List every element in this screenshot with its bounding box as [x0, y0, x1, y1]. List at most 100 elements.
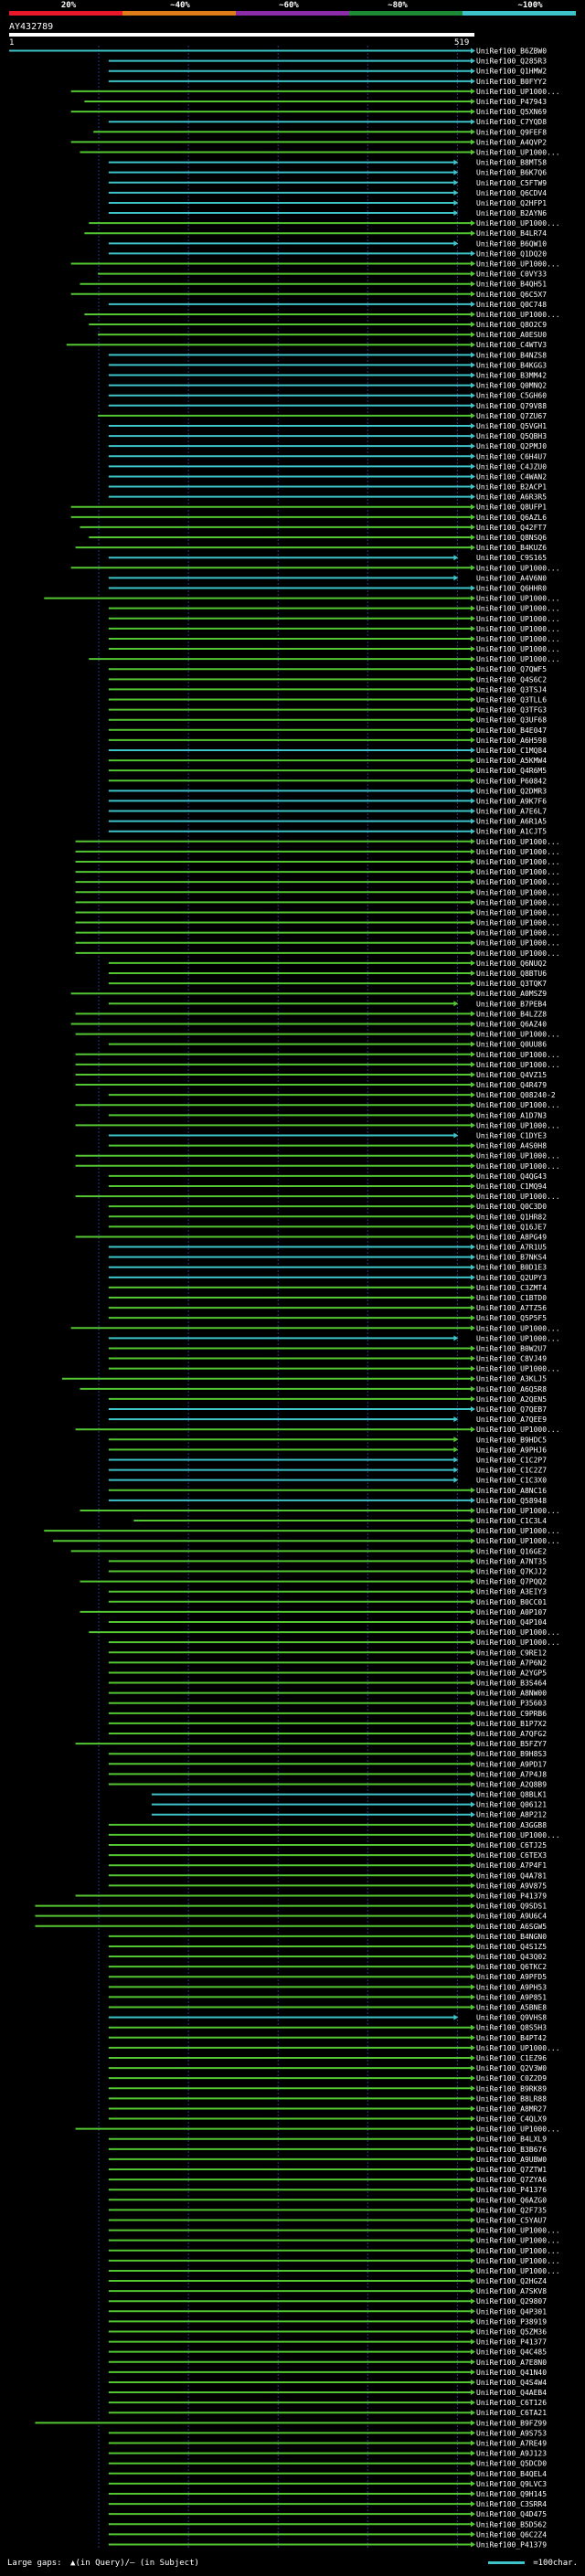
hit-label[interactable]: UniRef100_C6H4U7 — [476, 452, 547, 461]
hit-label[interactable]: UniRef100_UP1000... — [476, 1031, 560, 1039]
hit-label[interactable]: UniRef100_Q8S5H3 — [476, 2024, 547, 2032]
hit-label[interactable]: UniRef100_A9PHJ6 — [476, 1446, 547, 1454]
hit-label[interactable]: UniRef100_C5YAU7 — [476, 2216, 547, 2224]
hit-label[interactable]: UniRef100_Q6AZG0 — [476, 2196, 547, 2204]
hit-label[interactable]: UniRef100_Q9VHS8 — [476, 2014, 547, 2022]
hit-label[interactable]: UniRef100_A1CJT5 — [476, 828, 547, 836]
hit-label[interactable]: UniRef100_Q5QBH3 — [476, 432, 547, 440]
hit-label[interactable]: UniRef100_C3SRR4 — [476, 2500, 547, 2508]
hit-label[interactable]: UniRef100_UP1000... — [476, 1334, 560, 1342]
hit-label[interactable]: UniRef100_A9PH53 — [476, 1983, 547, 1991]
hit-label[interactable]: UniRef100_B4KUZ6 — [476, 544, 547, 552]
hit-label[interactable]: UniRef100_B2ACP1 — [476, 483, 547, 492]
hit-label[interactable]: UniRef100_UP1000... — [476, 595, 560, 603]
hit-label[interactable]: UniRef100_A7RE49 — [476, 2440, 547, 2448]
hit-label[interactable]: UniRef100_A5KMW4 — [476, 757, 547, 765]
hit-label[interactable]: UniRef100_UP1000... — [476, 605, 560, 613]
hit-label[interactable]: UniRef100_A7E8N0 — [476, 2359, 547, 2367]
hit-label[interactable]: UniRef100_C9PRB6 — [476, 1710, 547, 1718]
hit-label[interactable]: UniRef100_C0VY33 — [476, 270, 547, 279]
hit-label[interactable]: UniRef100_Q3TSJ4 — [476, 685, 547, 694]
hit-label[interactable]: UniRef100_B3MM42 — [476, 372, 547, 380]
hit-label[interactable]: UniRef100_Q4P301 — [476, 2307, 547, 2316]
hit-label[interactable]: UniRef100_B7PEB4 — [476, 1000, 547, 1008]
hit-label[interactable]: UniRef100_Q4QG43 — [476, 1172, 547, 1181]
hit-label[interactable]: UniRef100_P41379 — [476, 1892, 547, 1900]
hit-label[interactable]: UniRef100_UP1000... — [476, 838, 560, 846]
hit-label[interactable]: UniRef100_UP1000... — [476, 655, 560, 663]
hit-label[interactable]: UniRef100_UP1000... — [476, 148, 560, 156]
hit-label[interactable]: UniRef100_Q4VZ15 — [476, 1071, 547, 1079]
hit-label[interactable]: UniRef100_B4QH51 — [476, 281, 547, 289]
hit-label[interactable]: UniRef100_UP1000... — [476, 2247, 560, 2255]
hit-label[interactable]: UniRef100_B3B676 — [476, 2146, 547, 2154]
hit-label[interactable]: UniRef100_Q3UF68 — [476, 716, 547, 725]
hit-label[interactable]: UniRef100_UP1000... — [476, 625, 560, 633]
hit-label[interactable]: UniRef100_Q1HR82 — [476, 1213, 547, 1221]
hit-label[interactable]: UniRef100_A7SKV8 — [476, 2287, 547, 2295]
hit-label[interactable]: UniRef100_Q5P5F5 — [476, 1314, 547, 1322]
hit-label[interactable]: UniRef100_Q0UU86 — [476, 1041, 547, 1049]
hit-label[interactable]: UniRef100_UP1000... — [476, 88, 560, 96]
hit-label[interactable]: UniRef100_Q4R6M5 — [476, 767, 547, 775]
hit-label[interactable]: UniRef100_A8NW00 — [476, 1690, 547, 1698]
hit-label[interactable]: UniRef100_B0FYY2 — [476, 78, 547, 86]
hit-label[interactable]: UniRef100_Q6HHR0 — [476, 584, 547, 592]
hit-label[interactable]: UniRef100_A7TZ56 — [476, 1304, 547, 1312]
hit-label[interactable]: UniRef100_UP1000... — [476, 2257, 560, 2265]
hit-label[interactable]: UniRef100_UP1000... — [476, 908, 560, 917]
hit-label[interactable]: UniRef100_B4LR74 — [476, 229, 547, 238]
hit-label[interactable]: UniRef100_Q8UFP1 — [476, 504, 547, 512]
hit-label[interactable]: UniRef100_Q7ZU67 — [476, 412, 547, 420]
hit-label[interactable]: UniRef100_UP1000... — [476, 635, 560, 643]
hit-label[interactable]: UniRef100_UP1000... — [476, 2125, 560, 2134]
hit-label[interactable]: UniRef100_Q6C5X7 — [476, 291, 547, 299]
hit-label[interactable]: UniRef100_C1MQ94 — [476, 1182, 547, 1191]
hit-label[interactable]: UniRef100_Q8BTU6 — [476, 970, 547, 978]
hit-label[interactable]: UniRef100_Q0C3D0 — [476, 1203, 547, 1211]
hit-label[interactable]: UniRef100_P47943 — [476, 98, 547, 106]
hit-label[interactable]: UniRef100_UP1000... — [476, 2237, 560, 2245]
hit-label[interactable]: UniRef100_Q41N40 — [476, 2369, 547, 2377]
hit-label[interactable]: UniRef100_Q29807 — [476, 2297, 547, 2306]
hit-label[interactable]: UniRef100_A0P107 — [476, 1608, 547, 1617]
hit-label[interactable]: UniRef100_Q8O2C9 — [476, 321, 547, 329]
hit-label[interactable]: UniRef100_B4NZS8 — [476, 351, 547, 359]
hit-label[interactable]: UniRef100_B0CC01 — [476, 1598, 547, 1606]
hit-label[interactable]: UniRef100_A6H598 — [476, 737, 547, 745]
hit-label[interactable]: UniRef100_A9V875 — [476, 1882, 547, 1890]
hit-label[interactable]: UniRef100_C1C3L4 — [476, 1517, 547, 1525]
hit-label[interactable]: UniRef100_C4QLX9 — [476, 2115, 547, 2124]
hit-label[interactable]: UniRef100_Q2F735 — [476, 2206, 547, 2214]
hit-label[interactable]: UniRef100_A9UBW0 — [476, 2156, 547, 2164]
hit-label[interactable]: UniRef100_Q6CDV4 — [476, 189, 547, 197]
hit-label[interactable]: UniRef100_UP1000... — [476, 898, 560, 906]
hit-label[interactable]: UniRef100_UP1000... — [476, 1051, 560, 1059]
hit-label[interactable]: UniRef100_UP1000... — [476, 1527, 560, 1535]
hit-label[interactable]: UniRef100_Q4S6C2 — [476, 675, 547, 684]
hit-label[interactable]: UniRef100_C6TJ25 — [476, 1841, 547, 1850]
hit-label[interactable]: UniRef100_UP1000... — [476, 939, 560, 948]
hit-label[interactable]: UniRef100_UP1000... — [476, 848, 560, 856]
hit-label[interactable]: UniRef100_C6TA21 — [476, 2409, 547, 2417]
hit-label[interactable]: UniRef100_B8LR88 — [476, 2094, 547, 2103]
hit-label[interactable]: UniRef100_B7NKS4 — [476, 1254, 547, 1262]
hit-label[interactable]: UniRef100_C1DYE3 — [476, 1132, 547, 1140]
hit-label[interactable]: UniRef100_UP1000... — [476, 1507, 560, 1515]
hit-label[interactable]: UniRef100_A9P851 — [476, 1993, 547, 2001]
hit-label[interactable]: UniRef100_A0MSZ9 — [476, 990, 547, 998]
hit-label[interactable]: UniRef100_A7QFG2 — [476, 1730, 547, 1738]
hit-label[interactable]: UniRef100_Q7QEB7 — [476, 1405, 547, 1414]
hit-label[interactable]: UniRef100_Q2DMR3 — [476, 787, 547, 795]
hit-label[interactable]: UniRef100_B4E047 — [476, 726, 547, 735]
hit-label[interactable]: UniRef100_Q3TQK7 — [476, 980, 547, 988]
hit-label[interactable]: UniRef100_B8MT58 — [476, 159, 547, 167]
hit-label[interactable]: UniRef100_B6K7Q6 — [476, 169, 547, 177]
hit-label[interactable]: UniRef100_A2YGP5 — [476, 1669, 547, 1677]
hit-label[interactable]: UniRef100_B3S464 — [476, 1680, 547, 1688]
hit-label[interactable]: UniRef100_UP1000... — [476, 564, 560, 572]
hit-label[interactable]: UniRef100_A9PFD5 — [476, 1973, 547, 1981]
hit-label[interactable]: UniRef100_C8VJ49 — [476, 1355, 547, 1363]
hit-label[interactable]: UniRef100_B4LZZ8 — [476, 1010, 547, 1018]
hit-label[interactable]: UniRef100_A7E6L7 — [476, 808, 547, 816]
